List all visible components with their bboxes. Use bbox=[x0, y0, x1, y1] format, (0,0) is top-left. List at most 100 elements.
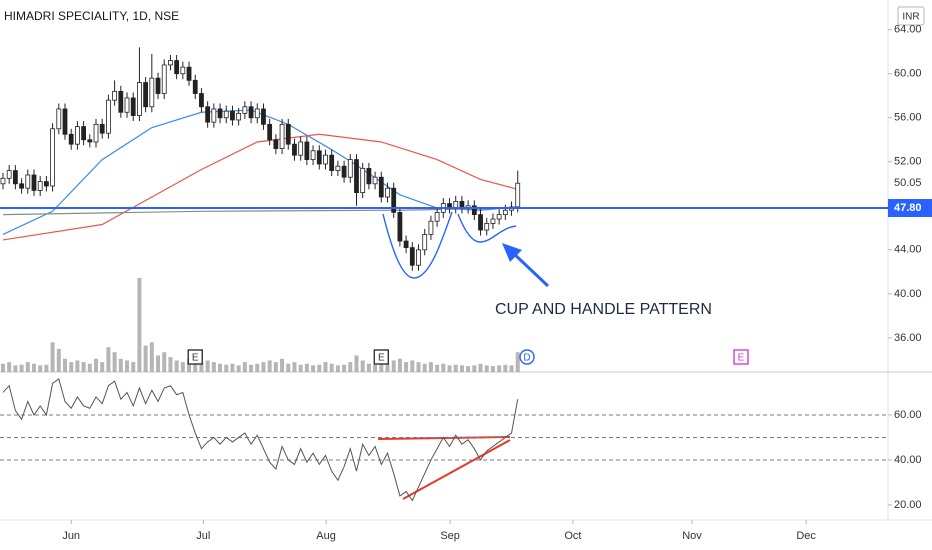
volume-bar bbox=[100, 362, 105, 372]
candle-body bbox=[292, 143, 297, 156]
volume-bar bbox=[385, 363, 390, 372]
volume-bar bbox=[87, 363, 92, 372]
volume-bar bbox=[329, 363, 334, 372]
candle-body bbox=[199, 93, 204, 108]
volume-bar bbox=[447, 365, 452, 372]
volume-bar bbox=[379, 362, 384, 372]
volume-bar bbox=[410, 360, 415, 372]
volume-bar bbox=[292, 362, 297, 372]
volume-bar bbox=[335, 365, 340, 372]
candle-body bbox=[112, 90, 118, 101]
volume-bar bbox=[44, 364, 49, 372]
candle-body bbox=[254, 108, 260, 119]
candle-body bbox=[192, 79, 198, 94]
event-label: E bbox=[738, 353, 745, 364]
event-marker bbox=[733, 349, 749, 365]
volume-bar bbox=[187, 358, 192, 372]
candle-body bbox=[50, 128, 55, 187]
candle-body bbox=[43, 181, 49, 187]
candle-body bbox=[279, 123, 285, 149]
volume-bar bbox=[199, 362, 204, 372]
candle-body bbox=[161, 64, 167, 94]
volume-bar bbox=[261, 362, 266, 372]
candle-body bbox=[360, 167, 366, 194]
y-tick-label: 20.00 bbox=[894, 499, 922, 511]
volume-bar bbox=[249, 364, 254, 372]
candle-body bbox=[62, 108, 68, 135]
candle-body bbox=[37, 181, 43, 191]
candle-body bbox=[19, 183, 24, 189]
candle-body bbox=[403, 240, 409, 249]
volume-bar bbox=[490, 366, 495, 372]
candle-body bbox=[180, 66, 186, 75]
candle-body bbox=[378, 176, 384, 198]
volume-bar bbox=[143, 345, 148, 372]
candle-body bbox=[211, 108, 217, 123]
arrow-head bbox=[502, 243, 522, 262]
volume-bar bbox=[354, 355, 359, 372]
candle-body bbox=[6, 170, 12, 179]
candle-body bbox=[230, 110, 235, 121]
annotation: CUP AND HANDLE PATTERN bbox=[495, 301, 712, 318]
volume-bar bbox=[50, 342, 55, 372]
candle-body bbox=[391, 187, 397, 213]
volume-bar bbox=[273, 362, 278, 372]
candle-body bbox=[75, 126, 80, 145]
volume-bar bbox=[428, 362, 433, 372]
candle-body bbox=[385, 187, 390, 198]
x-tick-label: Sep bbox=[440, 530, 460, 542]
volume-bar bbox=[149, 342, 154, 372]
x-tick-label: Oct bbox=[564, 530, 581, 542]
candle-body bbox=[502, 209, 508, 216]
candle-body bbox=[0, 177, 6, 185]
volume-bar bbox=[267, 360, 272, 372]
volume-bar bbox=[75, 360, 80, 372]
volume-bar bbox=[366, 363, 371, 372]
candle-body bbox=[372, 176, 378, 185]
volume-bar bbox=[230, 363, 235, 372]
volume-bar bbox=[94, 358, 99, 372]
volume-bar bbox=[242, 362, 247, 372]
volume-bar bbox=[162, 352, 167, 372]
candle-body bbox=[223, 110, 229, 119]
candle-body bbox=[515, 182, 521, 208]
moving-average bbox=[2, 133, 518, 241]
event-marker bbox=[187, 349, 203, 365]
volume-bar bbox=[453, 364, 458, 372]
volume-bar bbox=[280, 358, 285, 372]
volume-bar bbox=[25, 362, 30, 372]
y-tick-label: 60.00 bbox=[894, 68, 922, 80]
candle-body bbox=[236, 112, 242, 121]
candle-body bbox=[25, 174, 31, 189]
candle-body bbox=[490, 218, 496, 224]
y-tick-label: 64.00 bbox=[894, 24, 922, 36]
volume-bar bbox=[397, 358, 402, 372]
volume-bar bbox=[317, 364, 322, 372]
volume-bar bbox=[416, 362, 421, 372]
volume-bar bbox=[515, 352, 520, 372]
last-price-label: 50.05 bbox=[894, 177, 922, 189]
candle-body bbox=[285, 123, 291, 145]
volume-bar bbox=[131, 362, 136, 372]
candle-body bbox=[267, 123, 273, 141]
candle-body bbox=[416, 249, 421, 266]
volume-bar bbox=[459, 365, 464, 372]
volume-bar bbox=[106, 347, 111, 372]
candle-body bbox=[118, 90, 124, 113]
volume-bar bbox=[348, 362, 353, 372]
candle-body bbox=[329, 154, 335, 171]
volume-bar bbox=[286, 363, 291, 372]
candle-body bbox=[217, 108, 223, 119]
rsi-trendline bbox=[402, 439, 511, 500]
candle-body bbox=[310, 150, 316, 160]
candle-body bbox=[434, 212, 440, 222]
candle-body bbox=[242, 106, 248, 114]
volume-bar bbox=[69, 362, 74, 372]
volume-bar bbox=[484, 365, 489, 372]
candle-body bbox=[155, 77, 161, 94]
x-tick-label: Jun bbox=[62, 530, 80, 542]
volume-bar bbox=[156, 355, 161, 372]
candle-body bbox=[68, 133, 74, 145]
volume-bar bbox=[193, 360, 198, 372]
